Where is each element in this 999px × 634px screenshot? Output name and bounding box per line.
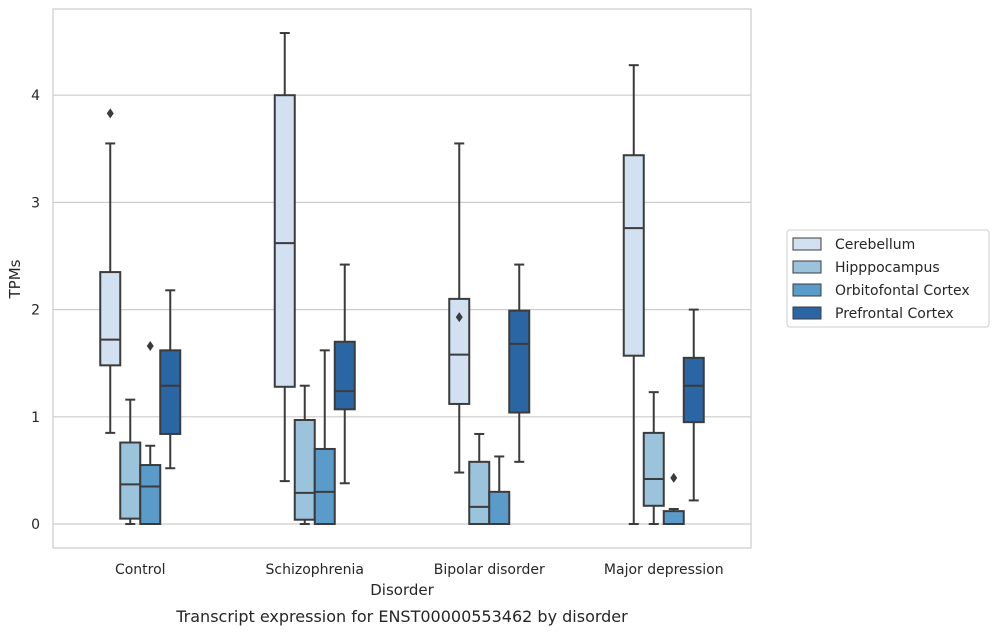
iqr-box: [333, 340, 356, 411]
outlier-point: [146, 341, 154, 352]
legend-label: Cerebellum: [835, 237, 915, 253]
box-prefrontal-cortex: [682, 308, 705, 502]
box-prefrontal-cortex: [159, 289, 182, 470]
iqr-box: [468, 460, 491, 526]
box-hipppocampus: [293, 384, 316, 525]
legend-swatch: [792, 283, 822, 297]
y-tick-label: 1: [31, 410, 40, 426]
box-orbitofontal-cortex: [662, 472, 685, 525]
box-prefrontal-cortex: [508, 263, 531, 463]
iqr-box: [488, 490, 511, 525]
iqr-box: [622, 154, 645, 357]
iqr-box: [119, 441, 142, 520]
box-cerebellum: [99, 108, 122, 434]
outlier-point: [106, 108, 114, 119]
box-hipppocampus: [119, 398, 142, 525]
y-tick-labels: 0 1 2 3 4: [31, 88, 40, 533]
legend-swatch: [792, 237, 822, 251]
legend-swatch: [792, 260, 822, 274]
legend-swatch: [792, 306, 822, 320]
iqr-box: [99, 271, 122, 367]
box-hipppocampus: [642, 391, 665, 525]
iqr-box: [508, 309, 531, 414]
iqr-box: [448, 297, 471, 405]
iqr-box: [313, 447, 336, 525]
box-hipppocampus: [468, 432, 491, 526]
y-tick-label: 4: [31, 88, 40, 104]
iqr-box: [682, 356, 705, 424]
box-cerebellum: [273, 32, 296, 483]
x-tick-label: Major depression: [604, 562, 724, 578]
iqr-box: [139, 464, 162, 526]
boxes: [99, 32, 705, 526]
box-cerebellum: [622, 64, 645, 525]
iqr-box: [273, 94, 296, 388]
x-tick-labels: Control Schizophrenia Bipolar disorder Majo…: [115, 562, 724, 578]
legend-label: Hipppocampus: [835, 260, 940, 276]
box-orbitofontal-cortex: [139, 341, 162, 526]
iqr-box: [642, 431, 665, 507]
chart-title: Transcript expression for ENST0000055346…: [175, 607, 628, 626]
x-axis-label: Disorder: [370, 581, 434, 599]
box-cerebellum: [448, 142, 471, 474]
box-orbitofontal-cortex: [488, 455, 511, 525]
iqr-box: [159, 349, 182, 435]
x-tick-label: Schizophrenia: [266, 562, 364, 578]
iqr-box: [662, 510, 685, 525]
y-tick-label: 2: [31, 303, 40, 319]
box-orbitofontal-cortex: [313, 349, 336, 525]
y-axis-label: TPMs: [6, 259, 24, 299]
legend-label: Prefrontal Cortex: [835, 306, 954, 322]
iqr-box: [293, 419, 316, 521]
y-tick-label: 3: [31, 195, 40, 211]
y-tick-label: 0: [31, 517, 40, 533]
x-tick-label: Bipolar disorder: [434, 562, 545, 578]
outlier-point: [455, 312, 463, 323]
x-tick-label: Control: [115, 562, 166, 578]
legend: Cerebellum Hipppocampus Orbitofontal Corte…: [786, 229, 990, 328]
box-prefrontal-cortex: [333, 263, 356, 485]
outlier-point: [670, 472, 678, 483]
legend-label: Orbitofontal Cortex: [835, 283, 970, 299]
legend-frame: [786, 229, 990, 328]
